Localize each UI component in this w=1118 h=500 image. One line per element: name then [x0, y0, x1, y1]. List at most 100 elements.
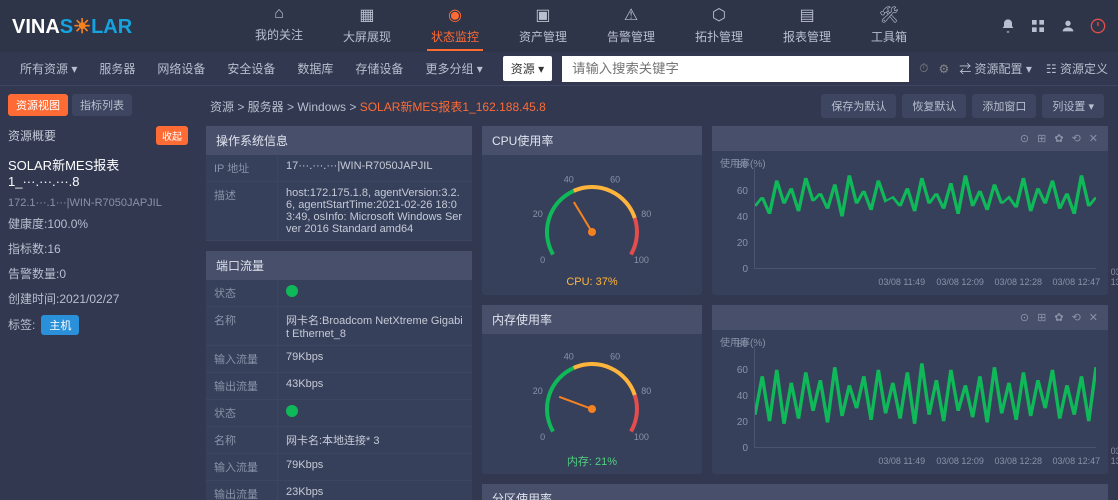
- nav-label: 拓扑管理: [695, 28, 743, 45]
- os-row: 描述host:172.175.1.8, agentVersion:3.2.6, …: [206, 182, 472, 241]
- nav-label: 大屏展现: [343, 28, 391, 45]
- status-dot-icon: [286, 285, 298, 297]
- nav-alarm[interactable]: ⚠ 告警管理: [603, 1, 659, 51]
- nav-tools[interactable]: 🛠 工具箱: [867, 1, 911, 51]
- bc-action[interactable]: 添加窗口: [972, 94, 1036, 118]
- collapse-badge[interactable]: 收起: [156, 126, 188, 145]
- sub-right-link[interactable]: ⇄ 资源配置 ▾: [959, 60, 1032, 77]
- resource-name: SOLAR新MES报表1_···.···.···.8: [8, 149, 188, 195]
- x-tick: 03/08 11:49: [878, 456, 925, 466]
- sub-bar: 所有资源 ▾服务器网络设备安全设备数据库存储设备更多分组 ▾ 资源 ▾ ⏱ ⚙ …: [0, 52, 1118, 86]
- sub-tab[interactable]: 更多分组 ▾: [415, 55, 492, 82]
- y-tick: 60: [720, 186, 748, 197]
- chart-tool-icon[interactable]: ⟲: [1072, 132, 1081, 145]
- side-tab-metrics[interactable]: 指标列表: [72, 94, 132, 116]
- clock-icon[interactable]: ⏱: [919, 61, 928, 76]
- os-info-header: 操作系统信息: [206, 126, 472, 155]
- disk-header: 分区使用率: [482, 484, 1108, 500]
- side-stat: 健康度:100.0%: [8, 211, 188, 236]
- svg-text:60: 60: [610, 351, 620, 361]
- disk-panel: 分区使用率 磁盘"C:" 53% 分区使用率:53% 总空间51GB 磁盘"D:…: [482, 484, 1108, 500]
- side-tab-resource[interactable]: 资源视图: [8, 94, 68, 116]
- svg-text:80: 80: [641, 386, 651, 396]
- chart-tool-icon[interactable]: ✿: [1054, 132, 1063, 145]
- sub-right-link[interactable]: ☷ 资源定义: [1046, 60, 1108, 77]
- chart-tool-icon[interactable]: ⊞: [1037, 132, 1046, 145]
- mem-gauge-panel: 内存使用率 020406080100 内存: 21%: [482, 305, 702, 474]
- nav-icon: ▦: [359, 5, 374, 25]
- resource-ip: 172.1···.1···|WIN-R7050JAPJIL: [8, 195, 188, 211]
- nav-monitor[interactable]: ◉ 状态监控: [427, 1, 483, 51]
- net-name-row: 名称网卡名:本地连接* 3: [206, 427, 472, 454]
- power-icon[interactable]: [1090, 18, 1106, 34]
- nav-icon: ◉: [448, 5, 462, 25]
- breadcrumb: 资源 > 服务器 > Windows > SOLAR新MES报表1_162.18…: [210, 98, 546, 115]
- net-out-row: 输出流量43Kbps: [206, 373, 472, 400]
- bc-action[interactable]: 列设置 ▾: [1042, 94, 1104, 118]
- side-stat: 指标数:16: [8, 236, 188, 261]
- chart-tool-icon[interactable]: ✕: [1089, 311, 1098, 324]
- nav-dashboard[interactable]: ▦ 大屏展现: [339, 1, 395, 51]
- grid-icon[interactable]: [1030, 18, 1046, 34]
- top-right-icons: [1000, 18, 1106, 34]
- chart-tool-icon[interactable]: ✿: [1054, 311, 1063, 324]
- gauge-svg: 020406080100: [522, 339, 662, 449]
- gear-icon[interactable]: ⚙: [938, 62, 949, 76]
- net-out-row: 输出流量23Kbps: [206, 481, 472, 500]
- bc-action[interactable]: 保存为默认: [821, 94, 896, 118]
- sparkline-svg: [755, 344, 1096, 447]
- svg-text:80: 80: [641, 209, 651, 219]
- nav-topo[interactable]: ⬡ 拓扑管理: [691, 1, 747, 51]
- cpu-gauge-panel: CPU使用率 020406080100 CPU: 37%: [482, 126, 702, 295]
- chart-tool-icon[interactable]: ⟲: [1072, 311, 1081, 324]
- y-tick: 0: [720, 443, 748, 454]
- breadcrumb-bar: 资源 > 服务器 > Windows > SOLAR新MES报表1_162.18…: [196, 86, 1118, 126]
- sub-tab[interactable]: 数据库: [287, 55, 343, 82]
- nav-label: 状态监控: [431, 28, 479, 45]
- netflow-header: 端口流量: [206, 251, 472, 280]
- nav-label: 报表管理: [783, 28, 831, 45]
- tag-row: 标签:主机: [8, 311, 188, 339]
- net-in-row: 输入流量79Kbps: [206, 454, 472, 481]
- svg-text:0: 0: [540, 255, 545, 265]
- sub-tab[interactable]: 所有资源 ▾: [10, 55, 87, 82]
- net-in-row: 输入流量79Kbps: [206, 346, 472, 373]
- nav-label: 告警管理: [607, 28, 655, 45]
- resource-tabs: 所有资源 ▾服务器网络设备安全设备数据库存储设备更多分组 ▾: [10, 55, 493, 82]
- gauge-label: 内存: 21%: [567, 453, 617, 469]
- chart-area: [754, 165, 1096, 269]
- x-tick: 03/08 12:47: [1053, 456, 1101, 466]
- nav-fav[interactable]: ⌂ 我的关注: [251, 1, 307, 51]
- sub-tab[interactable]: 存储设备: [345, 55, 413, 82]
- bc-action[interactable]: 恢复默认: [902, 94, 966, 118]
- os-info-panel: 操作系统信息 IP 地址17···.···.···|WIN-R7050JAPJI…: [206, 126, 472, 241]
- x-tick: 03/08 12:28: [994, 456, 1042, 466]
- y-tick: 60: [720, 365, 748, 376]
- host-tag[interactable]: 主机: [41, 315, 79, 335]
- sub-tab[interactable]: 安全设备: [217, 55, 285, 82]
- nav-report[interactable]: ▤ 报表管理: [779, 1, 835, 51]
- mem-chart-header: ⊙ ⊞ ✿ ⟲ ✕: [712, 305, 1108, 330]
- search-input[interactable]: [562, 56, 909, 82]
- x-tick: 03/08 12:09: [936, 456, 984, 466]
- chart-tool-icon[interactable]: ✕: [1089, 132, 1098, 145]
- nav-asset[interactable]: ▣ 资产管理: [515, 1, 571, 51]
- chart-tool-icon[interactable]: ⊙: [1020, 311, 1029, 324]
- sparkline-svg: [755, 165, 1096, 268]
- sub-tab[interactable]: 网络设备: [147, 55, 215, 82]
- cpu-chart-panel: ⊙⊞✿⟲✕ 使用率(%)02040608003/08 11:4903/08 12…: [712, 126, 1108, 295]
- sub-tab[interactable]: 服务器: [89, 55, 145, 82]
- main-nav: ⌂ 我的关注 ▦ 大屏展现 ◉ 状态监控 ▣ 资产管理 ⚠ 告警管理 ⬡ 拓扑管…: [162, 1, 1000, 51]
- net-status-row: 状态: [206, 280, 472, 307]
- sidebar: 资源视图 指标列表 资源概要 收起 SOLAR新MES报表1_···.···.·…: [0, 86, 196, 500]
- sub-right: ⇄ 资源配置 ▾ ☷ 资源定义: [959, 60, 1108, 77]
- chart-tool-icon[interactable]: ⊙: [1020, 132, 1029, 145]
- chart-tool-icon[interactable]: ⊞: [1037, 311, 1046, 324]
- nav-icon: ⚠: [624, 5, 638, 25]
- nav-label: 我的关注: [255, 26, 303, 43]
- user-icon[interactable]: [1060, 18, 1076, 34]
- x-tick: 03/08 12:28: [994, 277, 1042, 287]
- y-tick: 80: [720, 339, 748, 350]
- bell-icon[interactable]: [1000, 18, 1016, 34]
- search-type-select[interactable]: 资源 ▾: [503, 56, 552, 81]
